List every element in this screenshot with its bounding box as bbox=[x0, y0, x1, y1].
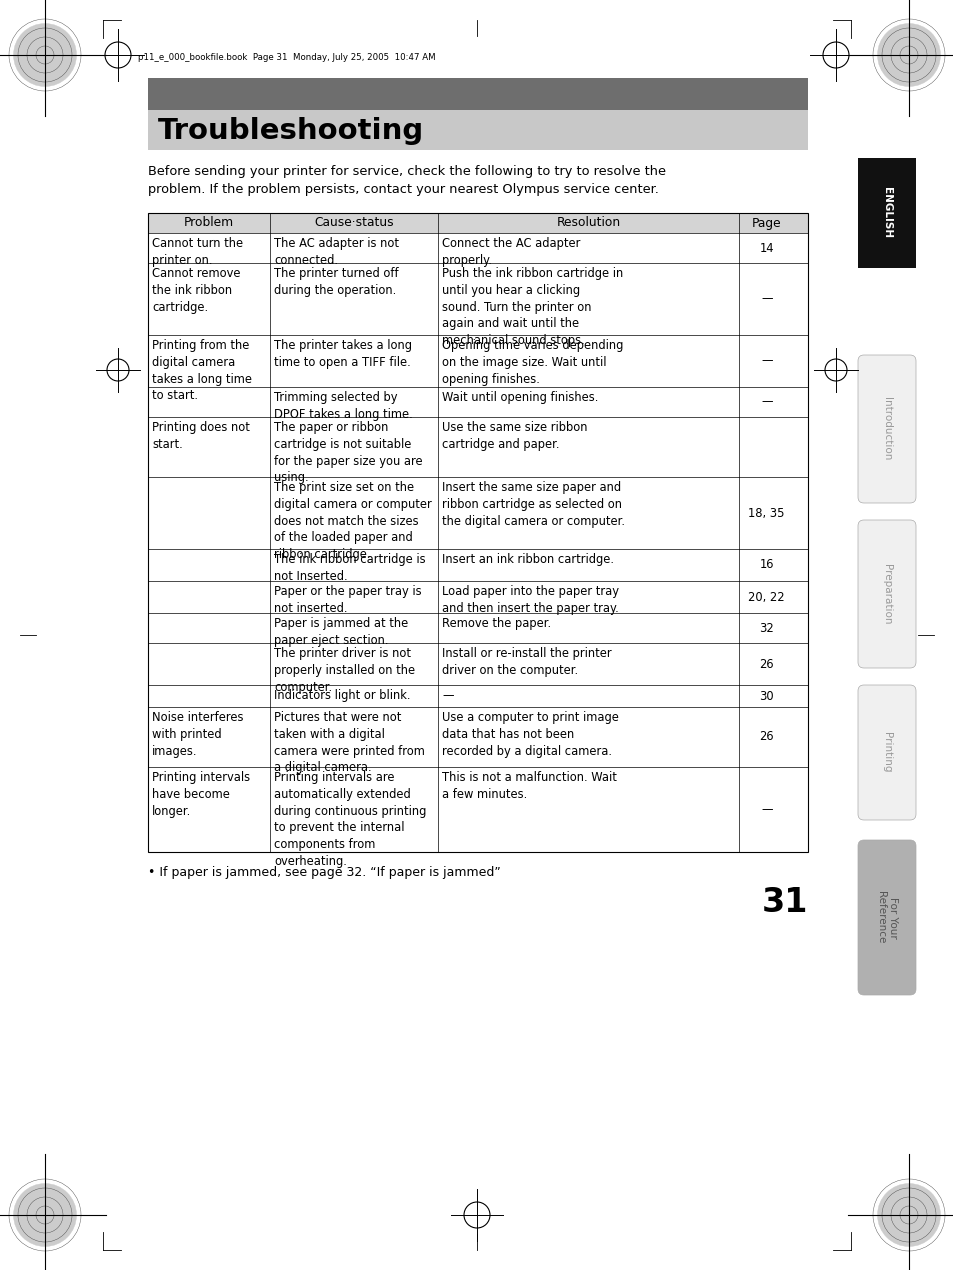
Text: 32: 32 bbox=[759, 621, 773, 635]
Circle shape bbox=[31, 1201, 58, 1228]
Text: Printing does not
start.: Printing does not start. bbox=[152, 420, 250, 451]
FancyBboxPatch shape bbox=[857, 839, 915, 994]
Text: Opening time varies depending
on the image size. Wait until
opening finishes.: Opening time varies depending on the ima… bbox=[442, 339, 623, 386]
Text: Trimming selected by
DPOF takes a long time.: Trimming selected by DPOF takes a long t… bbox=[274, 391, 413, 420]
Bar bbox=[148, 110, 807, 150]
Text: Page: Page bbox=[751, 216, 781, 230]
Text: —: — bbox=[442, 690, 454, 702]
Text: —: — bbox=[760, 803, 772, 817]
FancyBboxPatch shape bbox=[857, 519, 915, 668]
Circle shape bbox=[13, 24, 76, 86]
Text: Wait until opening finishes.: Wait until opening finishes. bbox=[442, 391, 598, 404]
Text: Resolution: Resolution bbox=[556, 216, 620, 230]
Text: 14: 14 bbox=[759, 241, 773, 254]
Text: The printer turned off
during the operation.: The printer turned off during the operat… bbox=[274, 267, 398, 297]
Circle shape bbox=[31, 42, 58, 69]
Text: Cannot turn the
printer on.: Cannot turn the printer on. bbox=[152, 237, 243, 267]
Text: —: — bbox=[760, 354, 772, 367]
FancyBboxPatch shape bbox=[857, 356, 915, 503]
Text: 31: 31 bbox=[760, 886, 807, 919]
Text: 18, 35: 18, 35 bbox=[748, 507, 784, 519]
Text: Load paper into the paper tray
and then insert the paper tray.: Load paper into the paper tray and then … bbox=[442, 585, 618, 615]
Circle shape bbox=[877, 24, 940, 86]
Text: Printing: Printing bbox=[882, 733, 891, 772]
Text: For Your
Reference: For Your Reference bbox=[875, 892, 897, 944]
Text: 26: 26 bbox=[759, 730, 773, 743]
Text: Printing intervals are
automatically extended
during continuous printing
to prev: Printing intervals are automatically ext… bbox=[274, 771, 426, 867]
Text: The printer takes a long
time to open a TIFF file.: The printer takes a long time to open a … bbox=[274, 339, 412, 368]
Text: p11_e_000_bookfile.book  Page 31  Monday, July 25, 2005  10:47 AM: p11_e_000_bookfile.book Page 31 Monday, … bbox=[138, 53, 436, 62]
Text: Install or re-install the printer
driver on the computer.: Install or re-install the printer driver… bbox=[442, 646, 612, 677]
Circle shape bbox=[13, 1184, 76, 1246]
Bar bbox=[148, 77, 807, 110]
Text: Cause·status: Cause·status bbox=[314, 216, 394, 230]
Circle shape bbox=[23, 1193, 68, 1237]
Text: This is not a malfunction. Wait
a few minutes.: This is not a malfunction. Wait a few mi… bbox=[442, 771, 617, 801]
Text: Connect the AC adapter
properly.: Connect the AC adapter properly. bbox=[442, 237, 580, 267]
Circle shape bbox=[40, 51, 50, 60]
FancyBboxPatch shape bbox=[857, 685, 915, 820]
Text: The printer driver is not
properly installed on the
computer.: The printer driver is not properly insta… bbox=[274, 646, 415, 693]
Text: The AC adapter is not
connected.: The AC adapter is not connected. bbox=[274, 237, 398, 267]
Text: Introduction: Introduction bbox=[882, 398, 891, 461]
Bar bbox=[148, 213, 807, 232]
Text: Before sending your printer for service, check the following to try to resolve t: Before sending your printer for service,… bbox=[148, 165, 665, 196]
Text: Push the ink ribbon cartridge in
until you hear a clicking
sound. Turn the print: Push the ink ribbon cartridge in until y… bbox=[442, 267, 623, 347]
Text: • If paper is jammed, see page 32. “If paper is jammed”: • If paper is jammed, see page 32. “If p… bbox=[148, 866, 500, 879]
Text: Use the same size ribbon
cartridge and paper.: Use the same size ribbon cartridge and p… bbox=[442, 420, 587, 451]
Text: Printing from the
digital camera
takes a long time
to start.: Printing from the digital camera takes a… bbox=[152, 339, 252, 403]
Text: Pictures that were not
taken with a digital
camera were printed from
a digital c: Pictures that were not taken with a digi… bbox=[274, 711, 424, 775]
Text: Indicators light or blink.: Indicators light or blink. bbox=[274, 690, 410, 702]
Text: Cannot remove
the ink ribbon
cartridge.: Cannot remove the ink ribbon cartridge. bbox=[152, 267, 240, 314]
Text: The print size set on the
digital camera or computer
does not match the sizes
of: The print size set on the digital camera… bbox=[274, 481, 432, 561]
Circle shape bbox=[40, 1210, 50, 1219]
Text: The ink ribbon cartridge is
not Inserted.: The ink ribbon cartridge is not Inserted… bbox=[274, 552, 425, 583]
Circle shape bbox=[895, 1201, 922, 1228]
Text: Remove the paper.: Remove the paper. bbox=[442, 617, 551, 630]
Text: Troubleshooting: Troubleshooting bbox=[158, 117, 424, 145]
Circle shape bbox=[903, 1210, 913, 1219]
Text: 16: 16 bbox=[759, 559, 773, 572]
Circle shape bbox=[903, 51, 913, 60]
Circle shape bbox=[885, 33, 930, 77]
Text: Preparation: Preparation bbox=[882, 564, 891, 625]
Circle shape bbox=[885, 1193, 930, 1237]
Text: Use a computer to print image
data that has not been
recorded by a digital camer: Use a computer to print image data that … bbox=[442, 711, 618, 758]
Text: Noise interferes
with printed
images.: Noise interferes with printed images. bbox=[152, 711, 243, 758]
Text: The paper or ribbon
cartridge is not suitable
for the paper size you are
using.: The paper or ribbon cartridge is not sui… bbox=[274, 420, 422, 484]
Text: Insert an ink ribbon cartridge.: Insert an ink ribbon cartridge. bbox=[442, 552, 614, 566]
Text: —: — bbox=[760, 292, 772, 306]
Text: 20, 22: 20, 22 bbox=[748, 591, 784, 603]
Circle shape bbox=[23, 33, 68, 77]
Text: 30: 30 bbox=[759, 690, 773, 702]
Text: Paper is jammed at the
paper eject section.: Paper is jammed at the paper eject secti… bbox=[274, 617, 408, 646]
Circle shape bbox=[877, 1184, 940, 1246]
Text: —: — bbox=[760, 395, 772, 409]
Bar bbox=[148, 213, 807, 852]
Text: Printing intervals
have become
longer.: Printing intervals have become longer. bbox=[152, 771, 250, 818]
Text: 26: 26 bbox=[759, 658, 773, 671]
Text: Paper or the paper tray is
not inserted.: Paper or the paper tray is not inserted. bbox=[274, 585, 421, 615]
Bar bbox=[857, 157, 915, 268]
Text: Insert the same size paper and
ribbon cartridge as selected on
the digital camer: Insert the same size paper and ribbon ca… bbox=[442, 481, 625, 527]
Text: Problem: Problem bbox=[184, 216, 233, 230]
Text: ENGLISH: ENGLISH bbox=[882, 188, 891, 239]
Circle shape bbox=[895, 42, 922, 69]
